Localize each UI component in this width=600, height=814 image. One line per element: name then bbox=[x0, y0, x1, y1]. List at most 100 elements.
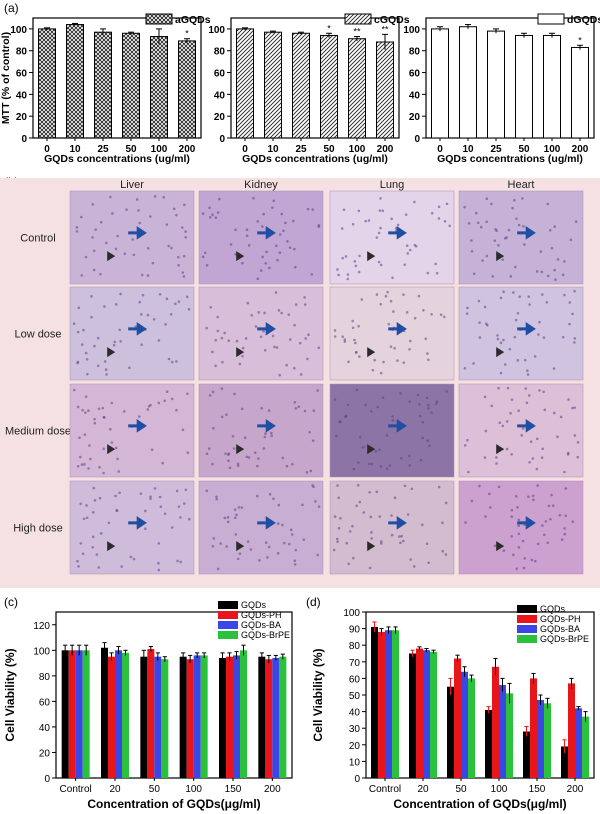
x-tick-label: Control bbox=[369, 784, 401, 795]
cell-nucleus bbox=[147, 404, 151, 408]
legend-swatch-dgqds bbox=[537, 13, 565, 25]
cell-nucleus bbox=[268, 266, 271, 270]
cell-nucleus bbox=[465, 312, 469, 315]
cell-nucleus bbox=[381, 396, 385, 400]
bar-gqds-ba-3 bbox=[193, 655, 201, 778]
cell-nucleus bbox=[543, 408, 547, 412]
significance-marker: * bbox=[327, 23, 331, 33]
cell-nucleus bbox=[377, 260, 381, 264]
cell-nucleus bbox=[523, 358, 527, 362]
cell-nucleus bbox=[402, 293, 405, 296]
bar-gqds-ph-4 bbox=[226, 656, 233, 778]
cell-nucleus bbox=[470, 239, 473, 242]
cell-nucleus bbox=[527, 295, 530, 298]
cell-nucleus bbox=[355, 504, 358, 508]
cell-nucleus bbox=[496, 334, 499, 337]
cell-nucleus bbox=[101, 406, 105, 410]
cell-nucleus bbox=[485, 254, 489, 258]
x-tick-label: 100 bbox=[151, 144, 168, 155]
x-axis-label: GQDs concentrations (ug/ml) bbox=[44, 153, 190, 165]
cell-nucleus bbox=[560, 538, 564, 541]
cell-nucleus bbox=[158, 495, 162, 499]
cell-nucleus bbox=[187, 517, 191, 521]
cell-nucleus bbox=[257, 311, 261, 314]
cell-nucleus bbox=[270, 434, 274, 438]
cell-nucleus bbox=[245, 228, 249, 232]
cell-nucleus bbox=[271, 206, 274, 209]
bar-gqds-brpe-2 bbox=[468, 678, 475, 778]
cell-nucleus bbox=[85, 516, 89, 520]
cell-nucleus bbox=[140, 343, 143, 347]
cell-nucleus bbox=[205, 489, 209, 493]
cell-nucleus bbox=[368, 566, 372, 570]
cell-nucleus bbox=[335, 537, 339, 541]
cell-nucleus bbox=[358, 435, 362, 439]
cell-nucleus bbox=[297, 405, 300, 409]
triangle-marker bbox=[236, 347, 245, 358]
cell-nucleus bbox=[123, 252, 127, 256]
bar-dgqds-5 bbox=[571, 46, 589, 139]
cell-nucleus bbox=[550, 246, 554, 250]
cell-nucleus bbox=[137, 415, 141, 418]
legend-label-gqds-brpe: GQDs-BrPE bbox=[540, 634, 589, 644]
triangle-marker bbox=[367, 251, 376, 262]
cell-nucleus bbox=[282, 229, 285, 233]
cell-nucleus bbox=[288, 542, 291, 546]
bar-cgqds-4 bbox=[348, 38, 366, 139]
legend-swatch-gqds-ba bbox=[517, 625, 537, 633]
cell-nucleus bbox=[153, 195, 157, 198]
triangle-marker bbox=[367, 347, 376, 358]
cell-nucleus bbox=[82, 517, 86, 521]
histology-image-heart-1 bbox=[458, 286, 584, 381]
cell-nucleus bbox=[225, 413, 228, 416]
cell-nucleus bbox=[564, 487, 568, 490]
cell-nucleus bbox=[425, 396, 429, 400]
cell-nucleus bbox=[149, 215, 152, 218]
cell-nucleus bbox=[132, 557, 136, 561]
cell-nucleus bbox=[337, 526, 341, 530]
bar-gqds-0 bbox=[61, 650, 69, 778]
cell-nucleus bbox=[351, 326, 355, 330]
cell-nucleus bbox=[563, 532, 566, 536]
cell-nucleus bbox=[170, 246, 173, 250]
histology-image-lung-3 bbox=[329, 480, 455, 575]
cell-nucleus bbox=[391, 276, 394, 280]
x-tick-label: 200 bbox=[572, 144, 589, 155]
cell-nucleus bbox=[272, 199, 276, 203]
cell-nucleus bbox=[80, 274, 84, 277]
cell-nucleus bbox=[77, 306, 81, 310]
y-tick-label: 0 bbox=[44, 774, 50, 785]
cell-nucleus bbox=[569, 238, 573, 242]
cell-nucleus bbox=[138, 221, 142, 225]
x-tick-label: 10 bbox=[267, 144, 279, 155]
histology-column-heart: Heart bbox=[508, 179, 535, 191]
cell-nucleus bbox=[435, 400, 439, 404]
cell-nucleus bbox=[264, 262, 268, 265]
cell-nucleus bbox=[267, 409, 271, 412]
cell-nucleus bbox=[403, 484, 407, 488]
cell-nucleus bbox=[77, 565, 80, 568]
y-tick-label: 30 bbox=[349, 724, 361, 735]
cell-nucleus bbox=[488, 492, 491, 496]
cell-nucleus bbox=[337, 496, 340, 500]
cell-nucleus bbox=[382, 360, 385, 364]
cell-nucleus bbox=[92, 486, 96, 490]
x-tick-label: Control bbox=[60, 784, 92, 795]
bar-gqds-1 bbox=[409, 653, 416, 778]
bar-gqds-ba-5 bbox=[575, 708, 582, 778]
cell-nucleus bbox=[369, 515, 373, 519]
cell-nucleus bbox=[146, 274, 150, 277]
cell-nucleus bbox=[119, 340, 122, 343]
bar-cgqds-3 bbox=[320, 34, 338, 139]
cell-nucleus bbox=[161, 461, 164, 465]
cell-nucleus bbox=[573, 289, 576, 293]
cell-nucleus bbox=[333, 335, 337, 338]
cell-nucleus bbox=[561, 335, 565, 339]
cell-nucleus bbox=[536, 484, 539, 487]
cell-nucleus bbox=[375, 293, 379, 296]
cell-nucleus bbox=[80, 463, 84, 466]
cell-nucleus bbox=[170, 397, 174, 401]
y-tick-label: 100 bbox=[403, 25, 420, 36]
cell-nucleus bbox=[241, 354, 244, 358]
cell-nucleus bbox=[516, 359, 520, 362]
